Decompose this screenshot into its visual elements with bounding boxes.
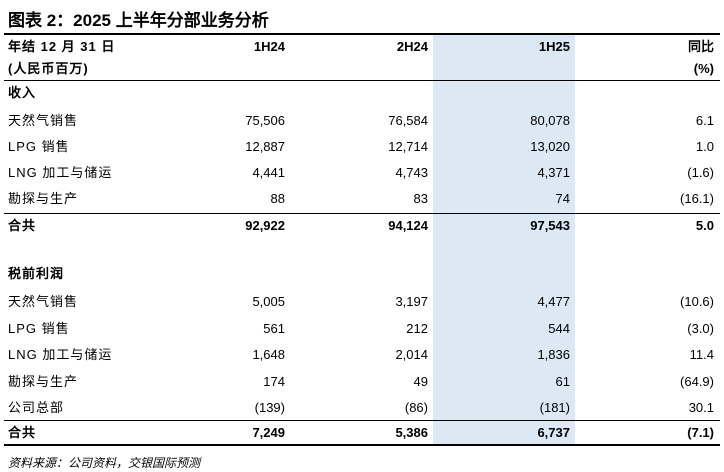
header-rule [4, 80, 720, 81]
value-cell: 3,197 [395, 294, 428, 309]
value-cell: 5,005 [252, 294, 285, 309]
total-cell: 94,124 [388, 218, 428, 233]
value-cell: 83 [413, 191, 428, 206]
total-cell: (7.1) [687, 425, 714, 440]
value-cell: (1.6) [687, 165, 714, 180]
value-cell: 544 [548, 320, 570, 336]
row-label: LPG 销售 [8, 320, 70, 336]
value-cell: 12,714 [388, 139, 428, 154]
row-label: LNG 加工与储运 [8, 165, 113, 180]
value-cell: 1,836 [537, 347, 570, 362]
value-cell: 75,506 [245, 113, 285, 128]
total-cell: 5,386 [395, 425, 428, 440]
highlight-column [433, 35, 575, 445]
value-cell: (139) [254, 400, 285, 415]
column-header: 1H25 [538, 39, 570, 54]
value-cell: 1.0 [695, 139, 714, 154]
value-cell: 49 [413, 373, 428, 389]
value-cell: 212 [406, 320, 428, 336]
total-label: 合共 [8, 218, 37, 233]
value-cell: 4,477 [537, 294, 570, 309]
value-cell: 561 [263, 320, 285, 336]
value-cell: 1,648 [252, 347, 285, 362]
value-cell: 4,743 [395, 165, 428, 180]
value-cell: 174 [263, 373, 285, 389]
value-cell: 13,020 [530, 139, 570, 154]
top-rule [4, 33, 720, 35]
column-header: (人民币百万) [8, 61, 89, 76]
value-cell: 30.1 [688, 400, 714, 415]
row-label: 天然气销售 [8, 294, 79, 309]
column-header: (%) [693, 61, 714, 76]
value-cell: 88 [270, 191, 285, 206]
row-label: 公司总部 [8, 400, 65, 415]
column-header: 2H24 [396, 39, 428, 54]
row-label: LPG 销售 [8, 139, 70, 154]
total-cell: 5.0 [695, 218, 714, 233]
row-label: 天然气销售 [8, 113, 79, 128]
value-cell: (64.9) [680, 373, 714, 389]
total-cell: 92,922 [245, 218, 285, 233]
column-header: 1H24 [253, 39, 285, 54]
total-cell: 7,249 [252, 425, 285, 440]
value-cell: 76,584 [388, 113, 428, 128]
bottom-rule [4, 444, 720, 446]
total-cell: 6,737 [537, 425, 570, 440]
section-title: 收入 [8, 85, 37, 100]
title: 图表 2：2025 上半年分部业务分析 [8, 11, 269, 30]
total-cell: 97,543 [530, 218, 570, 233]
row-label: LNG 加工与储运 [8, 347, 113, 362]
value-cell: (86) [404, 400, 428, 415]
value-cell: 6.1 [695, 113, 714, 128]
value-cell: (10.6) [680, 294, 714, 309]
value-cell: 74 [555, 191, 570, 206]
total-label: 合共 [8, 425, 37, 440]
row-label: 勘探与生产 [8, 191, 79, 206]
value-cell: 4,371 [537, 165, 570, 180]
value-cell: (181) [539, 400, 570, 415]
column-header: 同比 [687, 39, 714, 54]
column-header: 年结 12 月 31 日 [8, 39, 116, 54]
value-cell: 11.4 [689, 347, 714, 362]
value-cell: (3.0) [687, 320, 714, 336]
total-rule [4, 420, 720, 421]
value-cell: 2,014 [395, 347, 428, 362]
source: 资料来源：公司资料，交银国际预测 [8, 456, 201, 470]
value-cell: 61 [555, 373, 570, 389]
value-cell: (16.1) [680, 191, 714, 206]
row-label: 勘探与生产 [8, 373, 79, 389]
value-cell: 12,887 [245, 139, 285, 154]
section-title: 税前利润 [8, 266, 65, 281]
value-cell: 80,078 [530, 113, 570, 128]
value-cell: 4,441 [252, 165, 285, 180]
total-rule [4, 213, 720, 214]
